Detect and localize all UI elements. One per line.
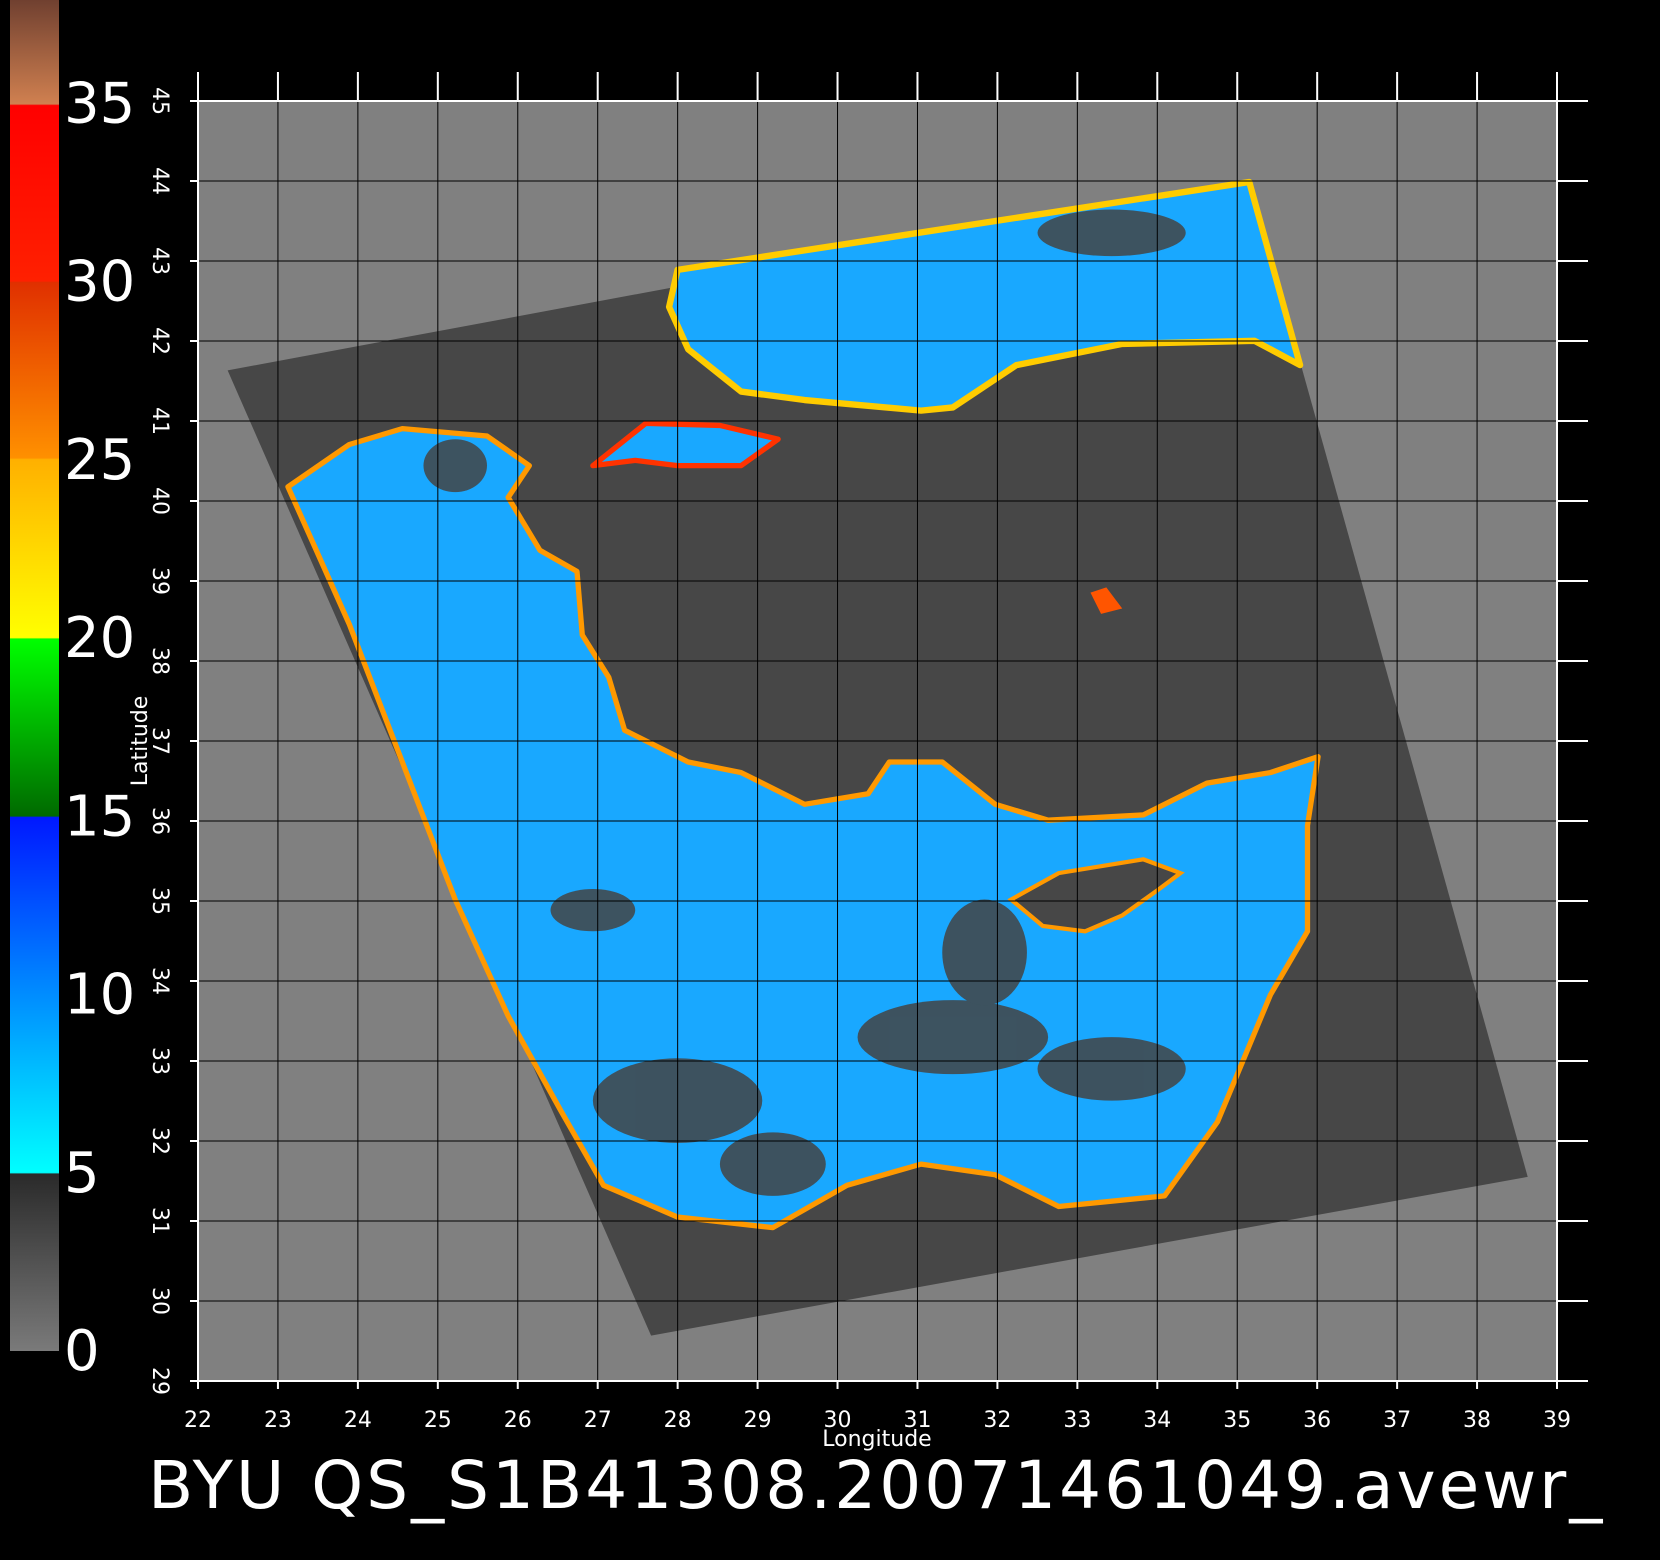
y-tick-label: 34	[147, 967, 172, 995]
axes: 22 23 24 25 26 27 28 29 30 31 32 33 34 35 36 37 38 39 29 30…	[64, 72, 1588, 1433]
title: BYU QS_S1B41308.20071461049.avewr_	[148, 1447, 1605, 1524]
y-tick-label: 41	[147, 407, 172, 435]
x-tick-label: 29	[744, 1408, 772, 1433]
colorbar	[10, 0, 59, 1351]
y-tick-label: 30	[147, 1287, 172, 1315]
marmara	[590, 420, 781, 469]
y-tick-label: 36	[147, 807, 172, 835]
x-tick-label: 30	[824, 1408, 852, 1433]
x-axis-label: Longitude	[822, 1427, 931, 1452]
plot-frame	[197, 100, 1558, 1382]
colorbar-tick-label: 5	[64, 1141, 100, 1206]
y-tick-label: 44	[147, 167, 172, 195]
x-tick-label: 23	[264, 1408, 292, 1433]
y-tick-label: 29	[147, 1367, 172, 1395]
mediterranean	[285, 425, 1321, 1231]
x-tick-label: 24	[344, 1408, 372, 1433]
y-tick-label: 40	[147, 487, 172, 515]
y-axis-label: Latitude	[128, 696, 153, 787]
swath	[227, 178, 1528, 1336]
x-tick-label: 36	[1303, 1408, 1331, 1433]
x-tick-label: 25	[424, 1408, 452, 1433]
y-tick-label: 45	[147, 87, 172, 115]
y-tick-label: 42	[147, 327, 172, 355]
colorbar-tick-label: 25	[64, 428, 135, 493]
x-tick-label: 27	[584, 1408, 612, 1433]
x-tick-label: 26	[504, 1408, 532, 1433]
colorbar-tick-label: 10	[64, 963, 135, 1028]
x-tick-label: 22	[184, 1408, 212, 1433]
x-tick-label: 35	[1223, 1408, 1251, 1433]
x-tick-label: 38	[1463, 1408, 1491, 1433]
x-tick-label: 32	[983, 1408, 1011, 1433]
x-tick-label: 39	[1543, 1408, 1571, 1433]
colorbar-tick-label: 0	[64, 1319, 100, 1384]
x-tick-label: 34	[1143, 1408, 1171, 1433]
y-tick-label: 33	[147, 1047, 172, 1075]
y-tick-label: 32	[147, 1127, 172, 1155]
lake	[1090, 587, 1123, 614]
colorbar-tick-label: 30	[64, 250, 135, 315]
y-tick-label: 37	[147, 727, 172, 755]
y-tick-label: 39	[147, 567, 172, 595]
y-tick-label: 35	[147, 887, 172, 915]
y-tick-label: 31	[147, 1207, 172, 1235]
colorbar-tick-label: 15	[64, 784, 135, 849]
y-tick-label: 43	[147, 247, 172, 275]
x-tick-label: 28	[664, 1408, 692, 1433]
colorbar-tick-label: 20	[64, 606, 135, 671]
colorbar-tick-label: 35	[64, 72, 135, 137]
y-tick-label: 38	[147, 647, 172, 675]
low-wind-patches	[423, 209, 1186, 1196]
x-tick-label: 37	[1383, 1408, 1411, 1433]
x-tick-label: 33	[1063, 1408, 1091, 1433]
x-tick-label: 31	[903, 1408, 931, 1433]
cyprus	[1007, 857, 1185, 934]
